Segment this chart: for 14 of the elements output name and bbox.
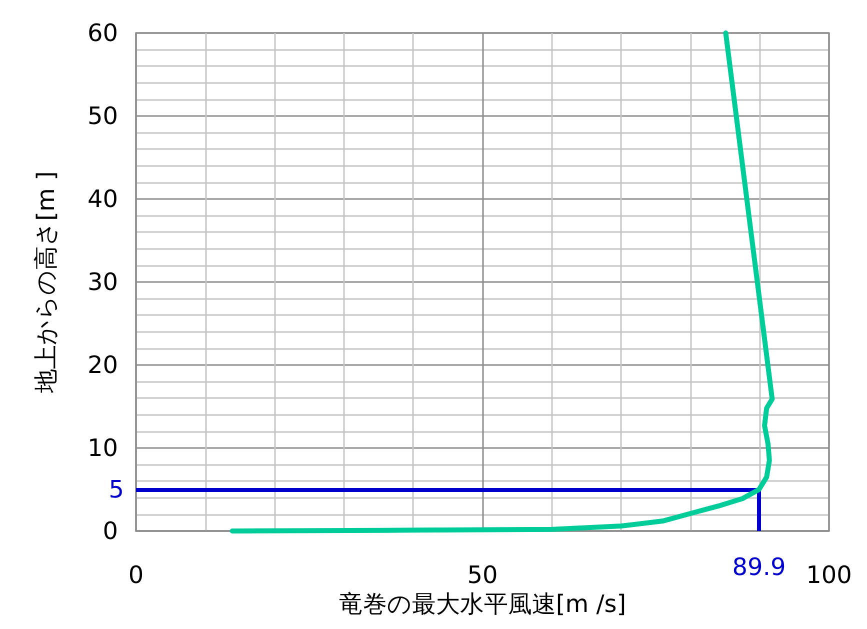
x-tick-label: 50 — [467, 561, 498, 589]
y-axis-title: 地上からの高さ[m ] — [32, 171, 60, 394]
y-tick-label: 20 — [87, 351, 118, 379]
y-tick-label: 30 — [87, 268, 118, 296]
y-tick-label: 0 — [102, 517, 118, 545]
x-axis-title: 竜巻の最大水平風速[m /s] — [338, 590, 626, 618]
ref-line-label: 89.9 — [732, 553, 786, 581]
y-tick-label: 40 — [87, 185, 118, 213]
y-tick-label: 60 — [87, 19, 118, 47]
x-tick-label: 100 — [806, 561, 852, 589]
ref-line-label: 5 — [108, 476, 124, 504]
y-tick-label: 50 — [87, 102, 118, 130]
x-tick-label: 0 — [128, 561, 144, 589]
y-tick-label: 10 — [87, 434, 118, 462]
